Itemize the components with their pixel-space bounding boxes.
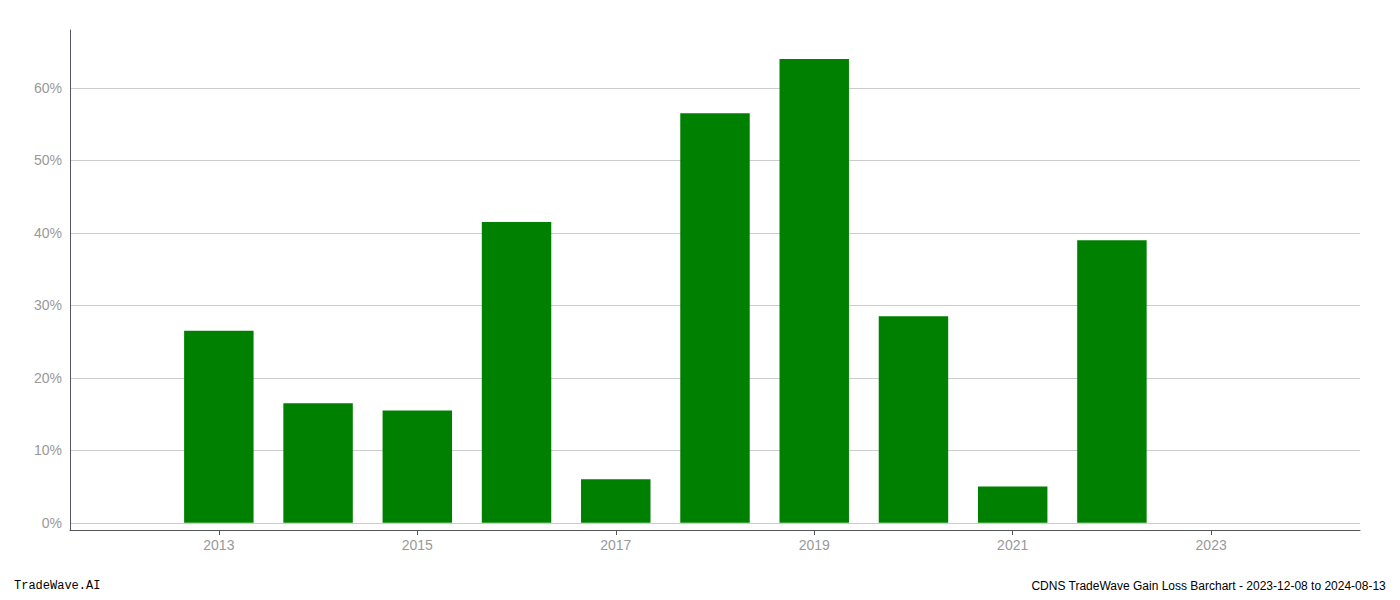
svg-text:CDNS TradeWave Gain Loss Barch: CDNS TradeWave Gain Loss Barchart - 2023… — [1031, 579, 1386, 593]
svg-text:40%: 40% — [34, 225, 62, 241]
svg-text:2021: 2021 — [997, 537, 1028, 553]
svg-text:60%: 60% — [34, 80, 62, 96]
svg-text:TradeWave.AI: TradeWave.AI — [14, 579, 100, 593]
svg-text:2019: 2019 — [799, 537, 830, 553]
svg-text:50%: 50% — [34, 152, 62, 168]
svg-text:10%: 10% — [34, 442, 62, 458]
svg-text:30%: 30% — [34, 297, 62, 313]
svg-text:20%: 20% — [34, 370, 62, 386]
svg-text:2017: 2017 — [600, 537, 631, 553]
svg-text:2015: 2015 — [402, 537, 433, 553]
svg-text:0%: 0% — [42, 515, 62, 531]
svg-text:2023: 2023 — [1196, 537, 1227, 553]
svg-text:2013: 2013 — [203, 537, 234, 553]
